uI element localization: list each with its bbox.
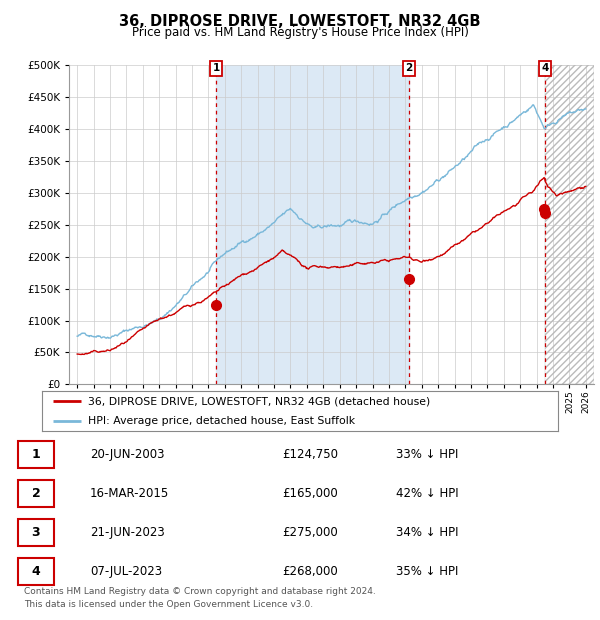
Text: 1: 1	[212, 63, 220, 73]
Bar	[216, 65, 409, 384]
Text: 2: 2	[405, 63, 412, 73]
Text: 36, DIPROSE DRIVE, LOWESTOFT, NR32 4GB: 36, DIPROSE DRIVE, LOWESTOFT, NR32 4GB	[119, 14, 481, 29]
Text: 4: 4	[541, 63, 549, 73]
Text: 2: 2	[32, 487, 40, 500]
FancyBboxPatch shape	[18, 518, 54, 546]
FancyBboxPatch shape	[18, 440, 54, 468]
Text: 07-JUL-2023: 07-JUL-2023	[90, 565, 162, 578]
Text: 21-JUN-2023: 21-JUN-2023	[90, 526, 165, 539]
Bar	[545, 65, 594, 384]
Text: 42% ↓ HPI: 42% ↓ HPI	[396, 487, 458, 500]
Text: Price paid vs. HM Land Registry's House Price Index (HPI): Price paid vs. HM Land Registry's House …	[131, 26, 469, 38]
Text: 33% ↓ HPI: 33% ↓ HPI	[396, 448, 458, 461]
Text: 35% ↓ HPI: 35% ↓ HPI	[396, 565, 458, 578]
Text: £275,000: £275,000	[282, 526, 338, 539]
FancyBboxPatch shape	[18, 480, 54, 507]
Text: 4: 4	[32, 565, 40, 578]
Bar	[545, 65, 594, 384]
Text: 1: 1	[32, 448, 40, 461]
Text: £268,000: £268,000	[282, 565, 338, 578]
Text: 16-MAR-2015: 16-MAR-2015	[90, 487, 169, 500]
Text: 36, DIPROSE DRIVE, LOWESTOFT, NR32 4GB (detached house): 36, DIPROSE DRIVE, LOWESTOFT, NR32 4GB (…	[88, 396, 431, 407]
Text: 3: 3	[32, 526, 40, 539]
Text: Contains HM Land Registry data © Crown copyright and database right 2024.
This d: Contains HM Land Registry data © Crown c…	[24, 587, 376, 609]
Text: 34% ↓ HPI: 34% ↓ HPI	[396, 526, 458, 539]
Text: £165,000: £165,000	[282, 487, 338, 500]
Text: HPI: Average price, detached house, East Suffolk: HPI: Average price, detached house, East…	[88, 416, 356, 426]
Text: £124,750: £124,750	[282, 448, 338, 461]
FancyBboxPatch shape	[18, 558, 54, 585]
Text: 20-JUN-2003: 20-JUN-2003	[90, 448, 164, 461]
